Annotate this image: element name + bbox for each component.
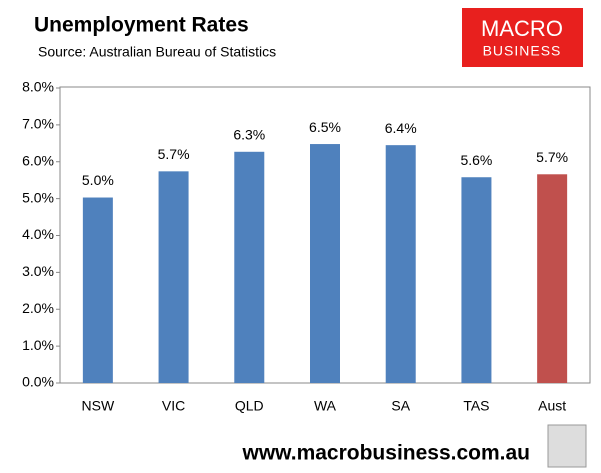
logo-text: BUSINESS xyxy=(483,43,562,59)
fox-icon xyxy=(547,424,587,468)
y-tick-label: 3.0% xyxy=(22,263,54,279)
data-label: 5.7% xyxy=(536,149,568,165)
bar xyxy=(385,145,416,383)
y-tick-label: 5.0% xyxy=(22,189,54,205)
x-tick-label: WA xyxy=(314,398,337,414)
data-label: 5.0% xyxy=(82,172,114,188)
x-tick-label: SA xyxy=(391,398,410,414)
x-tick-label: TAS xyxy=(463,398,489,414)
y-tick-label: 8.0% xyxy=(22,79,54,95)
x-tick-label: Aust xyxy=(538,398,566,414)
data-label: 6.5% xyxy=(309,119,341,135)
chart-subtitle: Source: Australian Bureau of Statistics xyxy=(38,44,276,60)
bar xyxy=(82,197,113,383)
y-tick-label: 0.0% xyxy=(22,374,54,390)
bar xyxy=(537,174,568,383)
bar xyxy=(461,177,492,383)
bar xyxy=(310,144,340,383)
bar xyxy=(158,171,189,383)
x-tick-label: VIC xyxy=(162,398,185,414)
data-label: 5.7% xyxy=(158,146,190,162)
data-label: 5.6% xyxy=(460,152,492,168)
data-label: 6.4% xyxy=(385,120,417,136)
x-tick-label: NSW xyxy=(82,398,115,414)
y-tick-label: 4.0% xyxy=(22,226,54,242)
footer: www.macrobusiness.com.au xyxy=(242,442,530,465)
chart-title: Unemployment Rates xyxy=(34,14,249,37)
data-label: 6.3% xyxy=(233,126,265,142)
y-tick-label: 1.0% xyxy=(22,337,54,353)
bar xyxy=(234,151,265,383)
logo-text: MACRO xyxy=(481,16,563,41)
y-tick-label: 6.0% xyxy=(22,152,54,168)
logo-box xyxy=(462,8,583,67)
y-tick-label: 2.0% xyxy=(22,300,54,316)
x-tick-label: QLD xyxy=(235,398,264,414)
y-tick-label: 7.0% xyxy=(22,116,54,132)
